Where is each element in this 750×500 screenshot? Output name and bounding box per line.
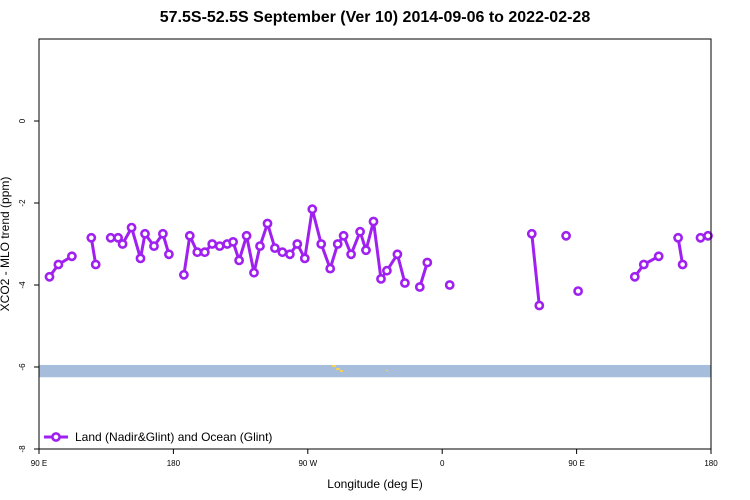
data-point [117, 239, 128, 249]
data-point [638, 259, 649, 270]
ocean-strip [39, 364, 711, 378]
land-patch [336, 368, 340, 370]
x-tick-label: 180 [167, 459, 181, 468]
data-point [653, 251, 664, 262]
data-point [149, 241, 159, 251]
data-point [695, 232, 706, 243]
data-point [199, 247, 210, 258]
legend-label: Land (Nadir&Glint) and Ocean (Glint) [75, 430, 272, 444]
land-patch [386, 370, 388, 371]
data-point [228, 236, 238, 247]
series-line [530, 233, 541, 306]
x-axis-label: Longitude (deg E) [327, 477, 422, 491]
chart-title: 57.5S-52.5S September (Ver 10) 2014-09-0… [159, 9, 591, 26]
data-point [573, 286, 583, 296]
data-point [422, 257, 433, 268]
data-point [178, 269, 189, 280]
data-point [355, 226, 365, 237]
data-point [277, 247, 288, 258]
legend: Land (Nadir&Glint) and Ocean (Glint) [44, 430, 272, 444]
data-point [526, 228, 537, 239]
y-tick-label: -4 [18, 281, 27, 289]
data-point [53, 259, 64, 270]
data-point [316, 239, 327, 249]
data-point [677, 259, 688, 270]
axes-layer: 90 E 180 90 W 0 90 E 180 0 -2 -4 -6 -8 Longitude (d… [0, 38, 718, 491]
data-point [284, 249, 295, 260]
data-point [269, 243, 280, 253]
data-point [249, 267, 259, 278]
plot-frame [38, 38, 712, 450]
data-point [234, 255, 244, 266]
data-point [307, 204, 318, 215]
legend-marker [51, 432, 61, 442]
data-point [163, 249, 174, 260]
data-point [135, 253, 146, 264]
ocean-strip-layer [39, 364, 711, 378]
data-point [332, 239, 343, 249]
x-tick-label: 180 [704, 459, 718, 468]
data-point [325, 263, 336, 274]
series-layer [44, 204, 713, 311]
x-tick-label: 90 W [298, 459, 317, 468]
data-point [67, 251, 77, 262]
data-point [392, 249, 403, 260]
data-point [414, 282, 425, 292]
data-point [444, 280, 455, 290]
data-point [126, 222, 137, 233]
data-point [90, 259, 101, 270]
data-point [346, 249, 356, 260]
x-tick-label: 90 E [31, 459, 47, 468]
data-point [376, 273, 386, 284]
y-axis-label: XCO2 - MLO trend (ppm) [0, 177, 12, 312]
data-point [534, 300, 545, 311]
data-point [673, 232, 683, 243]
data-point [255, 241, 265, 251]
x-tick-label: 0 [440, 459, 445, 468]
data-point [192, 247, 203, 258]
y-tick-label: -8 [18, 445, 27, 453]
y-tick-label: 0 [18, 118, 27, 123]
x-tick-label: 90 E [568, 459, 584, 468]
data-point [399, 278, 410, 288]
data-point [703, 230, 713, 241]
land-patch [332, 365, 336, 367]
data-point [368, 216, 379, 227]
data-point [214, 241, 225, 251]
data-point [299, 253, 310, 264]
data-point [44, 271, 55, 282]
data-point [292, 239, 303, 249]
data-point [629, 271, 640, 282]
data-point [262, 218, 273, 229]
data-point [561, 230, 571, 241]
data-point [157, 228, 168, 239]
data-point [381, 265, 392, 276]
data-point [184, 230, 195, 241]
y-tick-label: -6 [18, 363, 27, 371]
data-point [140, 228, 150, 239]
data-point [338, 230, 349, 241]
data-point [86, 232, 97, 243]
land-patch [340, 370, 343, 372]
data-point [113, 232, 123, 243]
y-tick-label: -2 [18, 199, 27, 207]
data-point [241, 230, 252, 241]
data-point [361, 245, 371, 256]
data-point [207, 239, 218, 249]
